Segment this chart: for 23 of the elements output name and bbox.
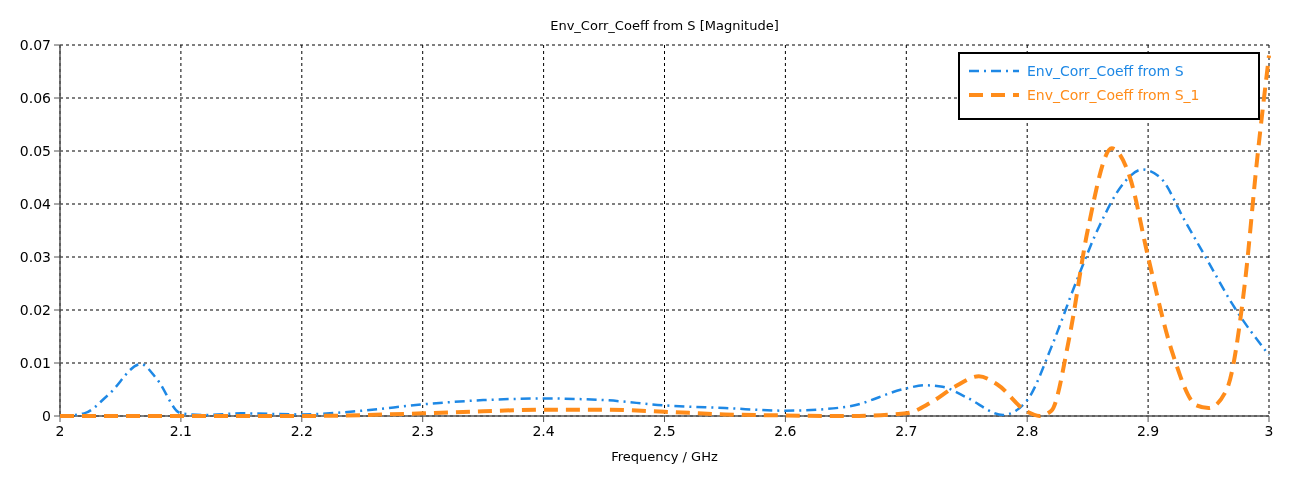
y-tick-label: 0.01: [19, 355, 51, 371]
y-tick-label: 0.06: [19, 90, 52, 106]
x-tick-label: 2.8: [1016, 423, 1039, 439]
x-tick-label: 2.6: [774, 423, 797, 439]
x-tick-label: 3: [1264, 423, 1274, 439]
x-tick-label: 2: [55, 423, 65, 439]
legend-label: Env_Corr_Coeff from S: [1027, 63, 1184, 79]
y-tick-label: 0: [42, 408, 51, 424]
x-axis-title: Frequency / GHz: [611, 449, 718, 464]
x-tick-label: 2.3: [411, 423, 434, 439]
x-tick-label: 2.7: [895, 423, 918, 439]
y-tick-label: 0.03: [19, 249, 51, 265]
x-tick-label: 2.4: [532, 423, 555, 439]
x-tick-label: 2.1: [169, 423, 193, 439]
y-tick-label: 0.02: [19, 302, 51, 318]
x-tick-label: 2.9: [1136, 423, 1160, 439]
y-tick-label: 0.05: [19, 143, 51, 159]
x-tick-label: 2.2: [290, 423, 313, 439]
x-tick-label: 2.5: [653, 423, 676, 439]
y-tick-label: 0.04: [19, 196, 52, 212]
chart-title: Env_Corr_Coeff from S [Magnitude]: [550, 18, 779, 33]
y-tick-label: 0.07: [19, 37, 51, 53]
legend-label: Env_Corr_Coeff from S_1: [1027, 87, 1200, 103]
